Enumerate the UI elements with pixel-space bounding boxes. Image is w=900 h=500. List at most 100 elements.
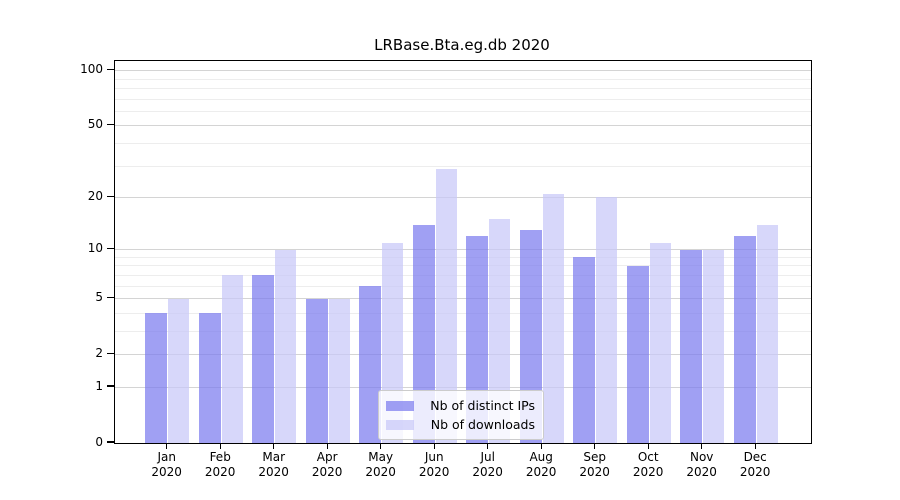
x-axis-tick-label: May 2020	[349, 450, 413, 480]
month-label: Aug	[529, 450, 553, 464]
year-label: 2020	[204, 465, 236, 479]
minor-gridline	[115, 256, 811, 258]
year-label: 2020	[418, 465, 450, 479]
x-axis-tick-label: Sep 2020	[563, 450, 627, 480]
bar-downloads	[435, 168, 457, 443]
x-axis-tick	[701, 443, 703, 449]
year-label: 2020	[151, 465, 182, 479]
year-label: 2020	[258, 465, 289, 479]
x-axis-tick	[594, 443, 596, 449]
bar-downloads	[328, 298, 350, 443]
legend-swatch-downloads	[386, 419, 414, 430]
bar-downloads	[649, 242, 671, 443]
minor-gridline	[115, 265, 811, 267]
year-label: 2020	[632, 465, 664, 479]
minor-gridline	[115, 165, 811, 167]
major-gridline	[115, 125, 811, 127]
y-axis-tick-label: 5	[95, 289, 103, 304]
y-axis-tick	[107, 124, 114, 126]
x-axis-tick	[219, 443, 221, 449]
bar-downloads	[275, 249, 297, 443]
x-axis-tick	[754, 443, 756, 449]
x-axis-tick	[647, 443, 649, 449]
major-gridline	[115, 249, 811, 251]
bar-distinct-ips	[305, 298, 328, 443]
bar-distinct-ips	[359, 286, 382, 443]
month-label: Apr	[316, 450, 338, 464]
x-axis-tick	[273, 443, 275, 449]
chart-legend: Nb of distinct IPs Nb of downloads	[378, 390, 544, 440]
x-axis-tick-label: Jul 2020	[456, 450, 520, 480]
x-axis-tick-label: Apr 2020	[295, 450, 359, 480]
month-label: Dec	[743, 450, 767, 464]
minor-gridline	[115, 330, 811, 332]
bar-distinct-ips	[145, 313, 168, 443]
x-axis-tick-label: Jun 2020	[402, 450, 466, 480]
y-axis-tick-label: 50	[87, 117, 103, 132]
major-gridline	[115, 70, 811, 72]
x-axis-tick	[166, 443, 168, 449]
bar-downloads	[489, 219, 511, 443]
month-label: Feb	[209, 450, 231, 464]
month-label: Mar	[262, 450, 285, 464]
x-axis-tick-label: Oct 2020	[616, 450, 680, 480]
y-axis-tick	[107, 69, 114, 71]
bar-distinct-ips	[412, 224, 435, 443]
x-axis-tick	[487, 443, 489, 449]
month-label: Jun	[424, 450, 444, 464]
y-axis-tick	[107, 352, 114, 354]
y-axis-tick	[107, 195, 114, 198]
x-axis-tick	[326, 443, 328, 449]
year-label: 2020	[525, 465, 557, 479]
year-label: 2020	[311, 465, 343, 479]
month-label: Nov	[689, 450, 714, 464]
legend-entry-distinct-ips: Nb of distinct IPs	[386, 396, 535, 415]
x-axis-tick-label: Jan 2020	[135, 450, 199, 480]
year-label: 2020	[365, 465, 396, 479]
year-label: 2020	[686, 465, 717, 479]
major-gridline	[115, 196, 811, 198]
y-axis-tick-label: 1	[95, 378, 103, 393]
legend-swatch-distinct-ips	[386, 400, 414, 411]
x-axis-tick	[380, 443, 382, 449]
legend-entry-downloads: Nb of downloads	[386, 415, 535, 434]
bar-distinct-ips	[198, 313, 221, 443]
bar-distinct-ips	[733, 236, 756, 443]
minor-gridline	[115, 78, 811, 80]
major-gridline	[115, 353, 811, 355]
minor-gridline	[115, 88, 811, 90]
y-axis-tick	[107, 247, 114, 250]
month-label: Jul	[480, 450, 495, 464]
bar-distinct-ips	[680, 249, 703, 443]
x-axis-tick-label: Feb 2020	[188, 450, 252, 480]
bar-distinct-ips	[573, 257, 596, 443]
plot-area	[114, 60, 812, 444]
legend-label-downloads: Nb of downloads	[430, 417, 535, 432]
y-axis-tick	[107, 296, 114, 299]
x-axis-tick-label: Dec 2020	[723, 450, 787, 480]
bar-distinct-ips	[519, 230, 542, 443]
year-label: 2020	[579, 465, 610, 479]
y-axis-tick	[107, 441, 114, 443]
y-axis-tick-label: 20	[87, 188, 103, 203]
y-axis-tick-label: 0	[95, 434, 103, 449]
major-gridline	[115, 386, 811, 388]
x-axis-tick-label: Mar 2020	[242, 450, 306, 480]
year-label: 2020	[739, 465, 771, 479]
bar-distinct-ips	[252, 275, 275, 443]
x-axis-tick-label: Aug 2020	[509, 450, 573, 480]
minor-gridline	[115, 274, 811, 276]
month-label: Jan	[157, 450, 176, 464]
month-label: May	[368, 450, 394, 464]
y-axis-tick-label: 10	[87, 241, 103, 256]
bar-downloads	[703, 249, 725, 443]
chart-title: LRBase.Bta.eg.db 2020	[374, 36, 550, 54]
minor-gridline	[115, 98, 811, 100]
bar-downloads	[221, 275, 243, 443]
year-label: 2020	[472, 465, 503, 479]
bar-downloads	[542, 193, 564, 443]
minor-gridline	[115, 285, 811, 287]
legend-label-distinct-ips: Nb of distinct IPs	[430, 398, 535, 413]
bar-downloads	[168, 298, 190, 443]
